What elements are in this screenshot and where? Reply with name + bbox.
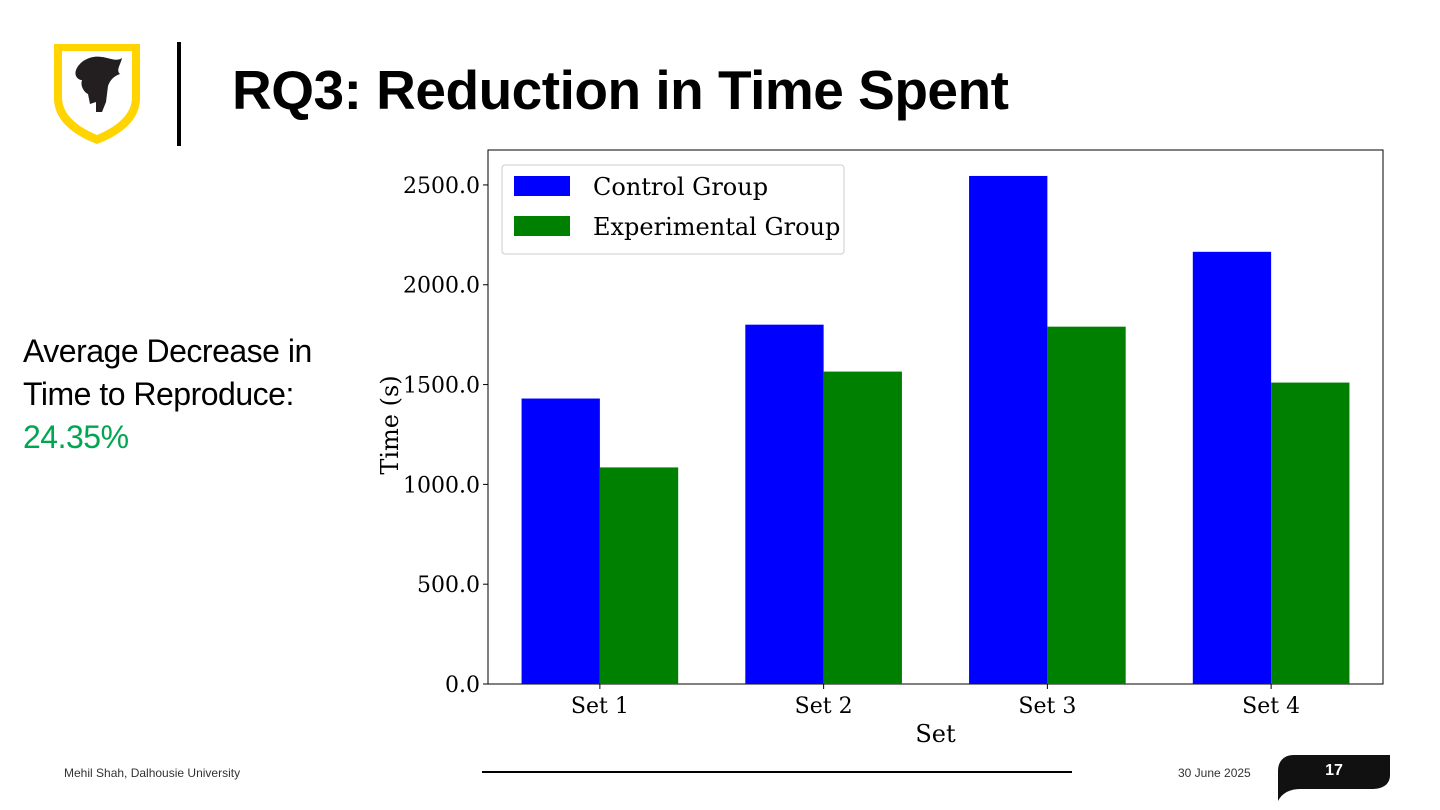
bar-chart: 0.0 500.0 1000.0 1500.0 2000.0 2500.0 Set 1 Set… [376, 149, 1384, 748]
y-tick-label: 1000.0 [403, 473, 480, 498]
x-tick-label: Set 4 [1242, 694, 1300, 719]
slide-title: RQ3: Reduction in Time Spent [232, 59, 1009, 121]
bar-control-2 [745, 324, 824, 684]
stat-label-line2: Time to Reproduce: [23, 376, 294, 412]
y-tick-label: 2000.0 [403, 274, 480, 299]
y-tick-label: 2500.0 [403, 174, 480, 199]
legend-swatch-control [514, 176, 570, 196]
legend-label-control: Control Group [593, 173, 768, 201]
footer-date: 30 June 2025 [1178, 766, 1251, 780]
page-number-tab [1278, 755, 1390, 801]
x-tick-label: Set 3 [1018, 694, 1076, 719]
stat-block: Average Decrease in Time to Reproduce: 2… [23, 330, 312, 459]
title-divider [177, 42, 181, 146]
stat-value: 24.35% [23, 419, 129, 455]
bar-experimental-1 [599, 467, 679, 684]
y-tick-label: 0.0 [445, 673, 480, 698]
y-tick-label: 500.0 [417, 573, 480, 598]
page-number: 17 [1325, 762, 1343, 779]
bar-control-4 [1192, 251, 1272, 684]
legend-box [501, 164, 845, 255]
y-axis-label: Time (s) [376, 375, 404, 474]
plot-frame [487, 149, 1384, 685]
bar-experimental-2 [823, 371, 902, 684]
bar-experimental-3 [1047, 326, 1126, 684]
legend-swatch-experimental [514, 216, 570, 236]
y-tick-label: 1500.0 [403, 374, 480, 399]
bar-control-1 [521, 398, 600, 684]
dalhousie-shield-icon [54, 44, 140, 144]
stat-label-line1: Average Decrease in [23, 333, 312, 369]
footer-author: Mehil Shah, Dalhousie University [64, 766, 241, 780]
bar-control-3 [969, 175, 1048, 684]
footer-divider [482, 771, 1072, 773]
bar-experimental-4 [1271, 382, 1350, 684]
x-axis-label: Set [915, 720, 956, 748]
x-tick-label: Set 1 [571, 694, 629, 719]
legend-label-experimental: Experimental Group [593, 213, 840, 241]
x-tick-label: Set 2 [795, 694, 853, 719]
